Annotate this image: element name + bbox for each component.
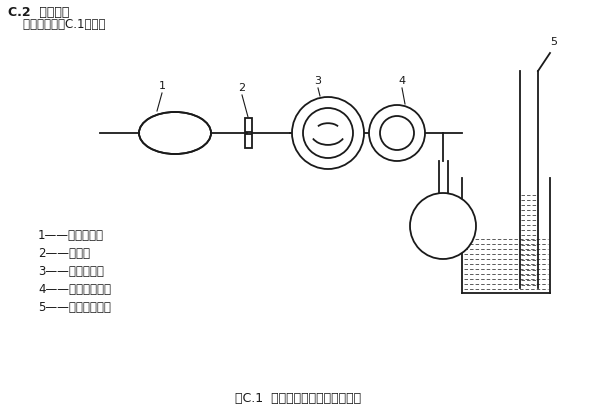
Text: 4: 4 [399, 76, 405, 86]
Text: 5: 5 [551, 37, 557, 47]
Text: 试验装置如图C.1所示：: 试验装置如图C.1所示： [8, 18, 105, 31]
Circle shape [410, 193, 476, 259]
Circle shape [292, 97, 364, 169]
Text: 图C.1  超压排气阀气密性试验装置: 图C.1 超压排气阀气密性试验装置 [235, 392, 361, 405]
Text: C.2  试验装置: C.2 试验装置 [8, 6, 69, 19]
Circle shape [369, 105, 425, 161]
Text: 2——夹子；: 2——夹子； [38, 247, 90, 260]
Text: 4——超压排气阀；: 4——超压排气阀； [38, 283, 111, 296]
Text: 1——抽气手球；: 1——抽气手球； [38, 229, 104, 242]
Text: 1: 1 [159, 81, 166, 91]
Bar [244, 118, 252, 132]
Text: 3: 3 [315, 76, 321, 86]
Ellipse shape [140, 113, 210, 153]
Text: 3——定容腔体；: 3——定容腔体； [38, 265, 104, 278]
Text: 5——水柱压力计。: 5——水柱压力计。 [38, 301, 111, 314]
Text: 2: 2 [238, 83, 246, 93]
Bar [244, 134, 252, 148]
